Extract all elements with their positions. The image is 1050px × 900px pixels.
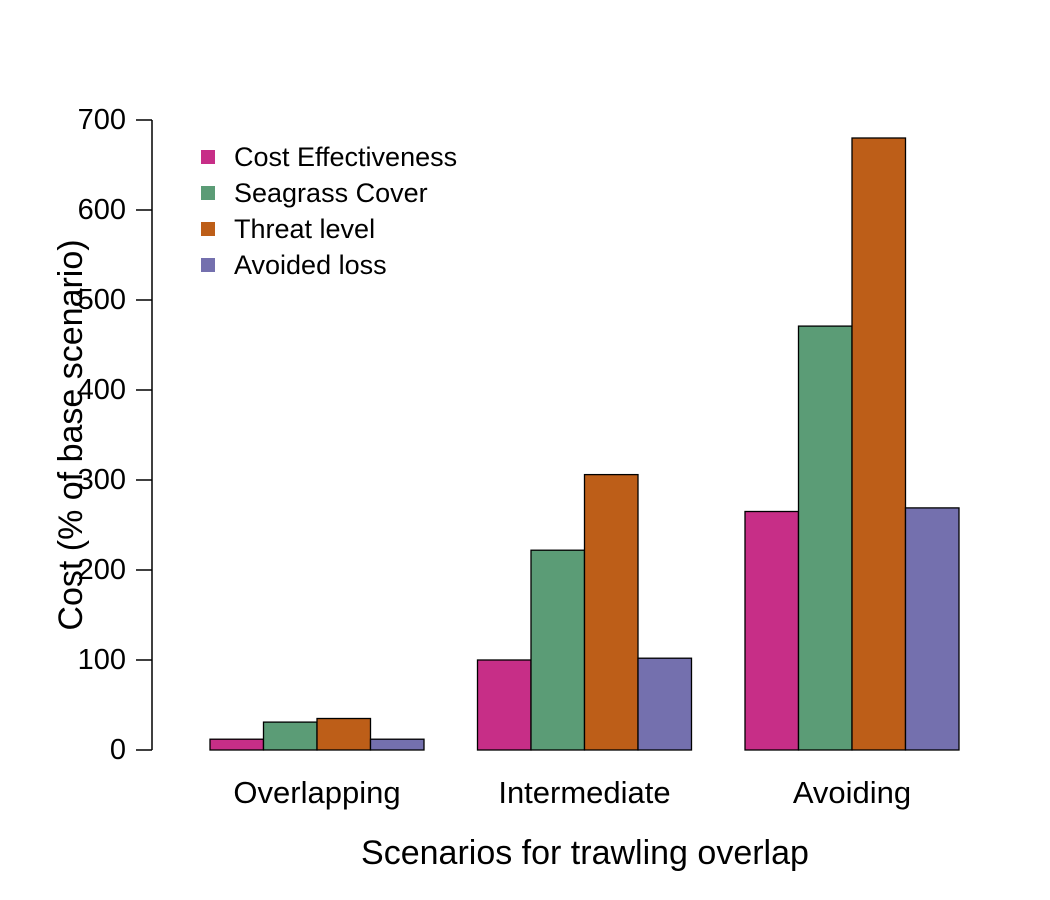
x-category-label: Avoiding <box>793 775 911 810</box>
y-tick-label: 0 <box>110 734 126 766</box>
x-axis-title: Scenarios for trawling overlap <box>361 834 809 872</box>
y-tick-label: 700 <box>78 104 126 136</box>
legend: Cost Effectiveness Seagrass Cover Threat l… <box>201 142 457 280</box>
bar-avoided-loss-avoiding <box>904 507 960 751</box>
legend-label: Seagrass Cover <box>234 178 428 208</box>
bar-seagrass-cover-overlapping <box>262 721 318 751</box>
y-tick-label: 600 <box>78 194 126 226</box>
legend-label: Avoided loss <box>234 250 387 280</box>
bar-seagrass-cover-avoiding <box>797 325 853 751</box>
legend-swatch <box>201 186 215 200</box>
bar-threat-level-avoiding <box>851 137 907 751</box>
bar-threat-level-intermediate <box>583 473 639 751</box>
y-tick-label: 100 <box>78 644 126 676</box>
legend-label: Cost Effectiveness <box>234 142 457 172</box>
x-category-label: Overlapping <box>233 775 400 810</box>
y-tick-label: 500 <box>78 284 126 316</box>
y-axis-title: Cost (% of base scenario) <box>52 239 90 630</box>
bar-avoided-loss-intermediate <box>637 657 693 751</box>
y-tick-label: 300 <box>78 464 126 496</box>
y-tick-label: 400 <box>78 374 126 406</box>
legend-swatch <box>201 222 215 236</box>
bars-layer <box>209 137 960 751</box>
x-category-label: Intermediate <box>498 775 670 810</box>
bar-avoided-loss-overlapping <box>369 738 425 751</box>
bar-cost-effectiveness-intermediate <box>476 659 532 751</box>
x-axis: Overlapping Intermediate Avoiding <box>233 775 911 810</box>
y-tick-label: 200 <box>78 554 126 586</box>
bar-cost-effectiveness-avoiding <box>744 510 800 751</box>
legend-label: Threat level <box>234 214 375 244</box>
y-axis: 0 100 200 300 400 500 600 700 <box>78 104 153 766</box>
bar-seagrass-cover-intermediate <box>530 549 586 751</box>
bar-threat-level-overlapping <box>316 717 372 751</box>
bar-cost-effectiveness-overlapping <box>209 738 265 751</box>
legend-swatch <box>201 258 215 272</box>
legend-swatch <box>201 150 215 164</box>
